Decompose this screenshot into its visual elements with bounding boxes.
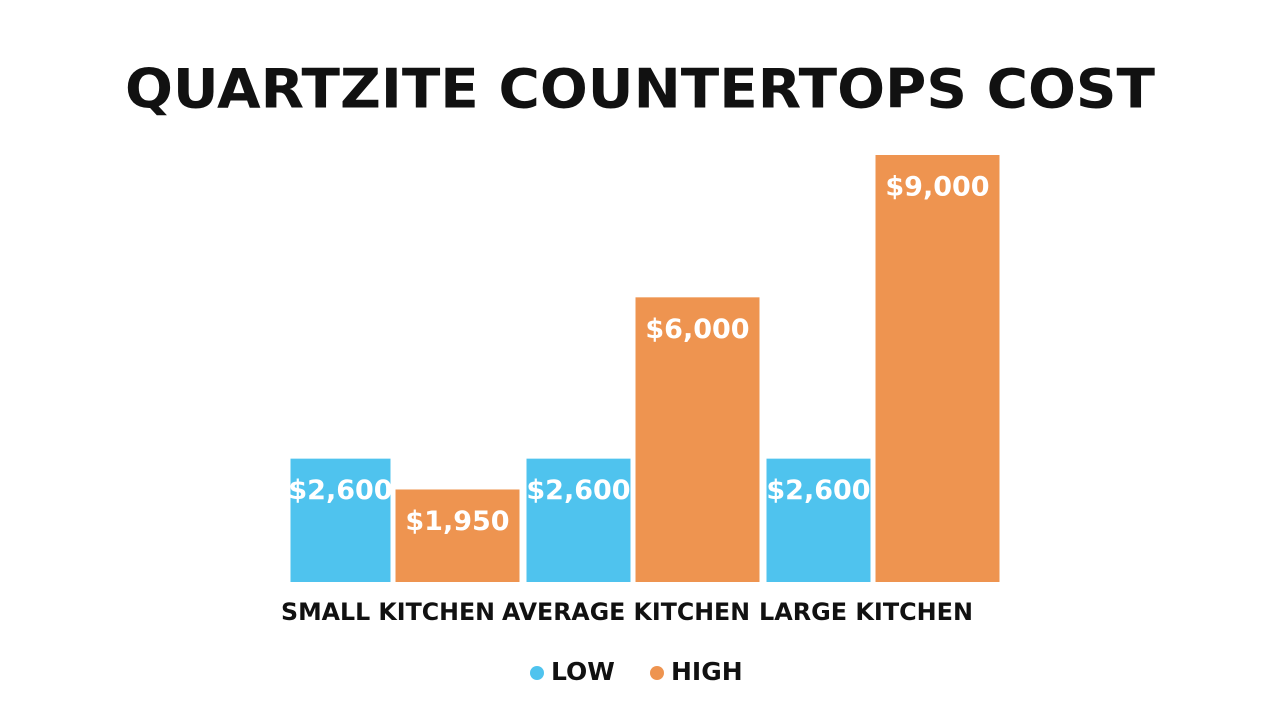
bar bbox=[635, 297, 760, 582]
legend-swatch bbox=[530, 666, 544, 680]
value-label: $9,000 bbox=[885, 172, 989, 203]
bar bbox=[290, 458, 391, 582]
x-tick-label: AVERAGE KITCHEN bbox=[502, 598, 750, 626]
bar bbox=[875, 155, 1000, 582]
value-label: $6,000 bbox=[645, 314, 749, 345]
value-label: $2,600 bbox=[526, 475, 630, 506]
value-label: $1,950 bbox=[405, 506, 509, 537]
legend-swatch bbox=[650, 666, 664, 680]
x-tick-label: SMALL KITCHEN bbox=[281, 598, 495, 626]
bar bbox=[766, 458, 871, 582]
legend-label: HIGH bbox=[671, 657, 743, 686]
value-label: $2,600 bbox=[288, 475, 392, 506]
chart-title: QUARTZITE COUNTERTOPS COST bbox=[125, 58, 1155, 121]
bar bbox=[395, 489, 520, 582]
bar bbox=[526, 458, 631, 582]
legend-label: LOW bbox=[551, 657, 615, 686]
x-tick-label: LARGE KITCHEN bbox=[759, 598, 973, 626]
value-label: $2,600 bbox=[766, 475, 870, 506]
